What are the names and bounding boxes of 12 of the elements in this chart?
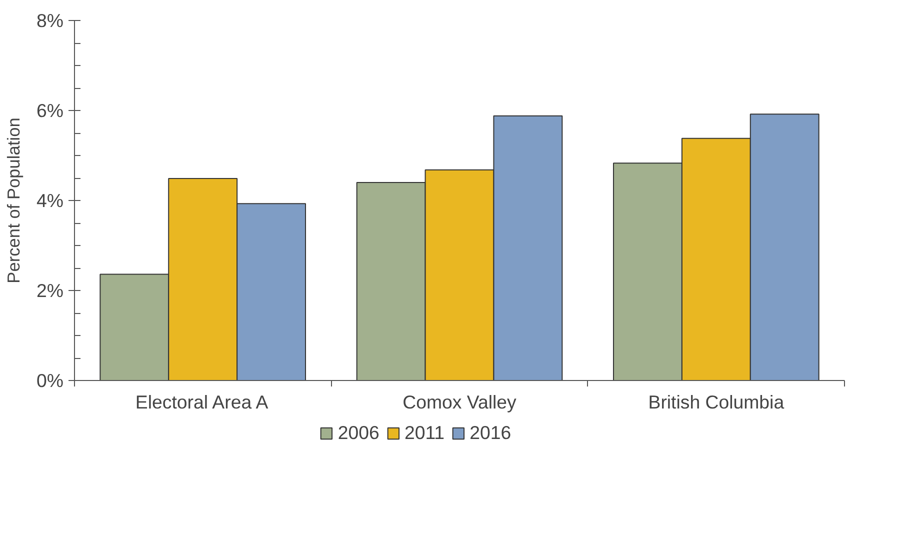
legend-label: 2016: [470, 422, 512, 444]
y-tick-label: 2%: [36, 280, 64, 301]
y-tick-label: 8%: [36, 10, 64, 31]
x-tick-label: British Columbia: [648, 392, 785, 412]
y-tick-label: 4%: [36, 190, 64, 211]
y-tick-label: 0%: [36, 370, 64, 391]
y-tick-label: 6%: [36, 100, 64, 121]
x-tick-label: Electoral Area A: [135, 392, 269, 412]
y-axis-title: Percent of Population: [4, 118, 24, 284]
legend-label: 2011: [404, 422, 445, 444]
x-tick-label: Comox Valley: [402, 392, 518, 412]
legend-label: 2006: [338, 422, 380, 444]
